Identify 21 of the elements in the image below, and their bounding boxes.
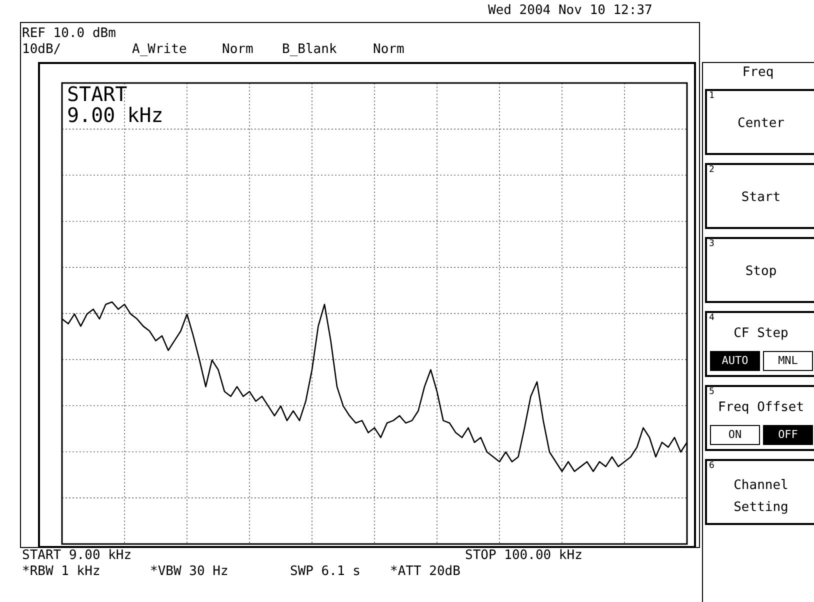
- text: 10dB/: [22, 42, 62, 57]
- text: A_Write: [132, 42, 187, 57]
- text: *ATT 20dB: [390, 564, 460, 579]
- text: SWP 6.1 s: [290, 564, 360, 579]
- text: START 9.00 kHz: [67, 82, 164, 127]
- text: STOP 100.00 kHz: [465, 548, 582, 563]
- text: Norm: [373, 42, 404, 57]
- text: Norm: [222, 42, 254, 57]
- text: Freq: [741, 65, 775, 80]
- text: B_Blank: [282, 42, 337, 57]
- text: *VBW 30 Hz: [150, 564, 228, 579]
- softkey-button: 2 Start: [705, 163, 814, 229]
- softkey-button: 3 Stop: [705, 237, 814, 303]
- text: *RBW 1 kHz: [22, 564, 100, 579]
- softkey-button: 4 CF Step AUTO MNL: [705, 311, 814, 377]
- softkey-button: 6 Channel Setting: [705, 459, 814, 525]
- softkey-button: 1 Center: [705, 89, 814, 155]
- softkey-button: 5 Freq Offset ON OFF: [705, 385, 814, 451]
- text: START 9.00 kHz: [22, 548, 132, 563]
- text: REF 10.0 dBm: [22, 26, 116, 41]
- text: Wed 2004 Nov 10 12:37: [488, 3, 652, 18]
